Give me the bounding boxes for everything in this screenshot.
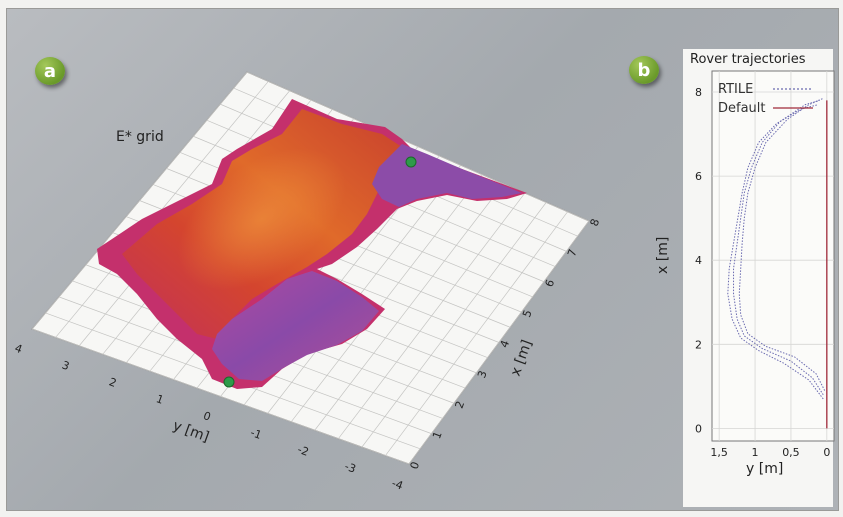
x-tick-label: 6 (543, 278, 558, 289)
x-axis-label: x [m] (508, 338, 536, 379)
trajectory-x-axis-label: x [m] (655, 237, 671, 274)
x-tick-label: 2 (453, 399, 468, 410)
goal-marker (405, 156, 417, 168)
trajectory-x-ticks: 0 2 4 6 8 (695, 86, 702, 435)
x-tick-label: 8 (588, 217, 603, 228)
legend-rtile-label: RTILE (718, 82, 753, 97)
y-tick-label: 1,5 (710, 446, 728, 459)
series-rtile (727, 104, 824, 400)
x-tick-label: 0 (695, 422, 702, 435)
trajectory-y-axis-label: y [m] (746, 461, 783, 477)
trajectory-plot-area (711, 70, 835, 442)
x-axis-ticks: 0 1 2 3 4 5 6 7 8 (408, 217, 603, 471)
y-tick-label: 1 (154, 392, 165, 407)
grid-line-x (31, 328, 410, 465)
legend: RTILE Default (718, 82, 813, 116)
x-tick-label: 4 (498, 339, 513, 350)
y-tick-label: 1 (752, 446, 759, 459)
x-tick-label: 7 (565, 247, 580, 258)
grid-label: E* grid (116, 129, 164, 145)
panel-b-plot: Rover trajectories RTILE Default 0 2 4 6 8 1… (655, 52, 835, 477)
panel-a-badge: a (35, 57, 65, 85)
y-tick-label: 0,5 (782, 446, 800, 459)
x-tick-label: 3 (475, 369, 490, 380)
cost-region-core (178, 148, 346, 290)
figure-svg: E* grid 4 3 2 1 0 -1 -2 -3 -4 0 1 2 3 4 5 6 7 8 y [m] x … (13, 52, 835, 493)
y-tick-label: 0 (201, 409, 212, 424)
figure-frame: E* grid 4 3 2 1 0 -1 -2 -3 -4 0 1 2 3 4 5 6 7 8 y [m] x … (6, 8, 839, 511)
y-tick-label: -4 (390, 477, 405, 493)
series-rtile (733, 99, 824, 396)
grid-line-x (246, 71, 590, 222)
x-tick-label: 0 (408, 460, 423, 471)
x-tick-label: 1 (430, 430, 445, 441)
y-tick-label: -2 (296, 443, 311, 459)
x-tick-label: 5 (520, 308, 535, 319)
series-rtile (738, 97, 826, 391)
x-tick-label: 6 (695, 170, 702, 183)
y-tick-label: -3 (343, 460, 358, 476)
x-tick-label: 8 (695, 86, 702, 99)
trajectory-y-ticks: 1,5 1 0,5 0 (710, 446, 830, 459)
y-tick-label: 3 (60, 358, 71, 373)
trajectory-title: Rover trajectories (690, 52, 806, 67)
y-tick-label: 0 (823, 446, 830, 459)
cost-region-purple-lower (212, 271, 379, 381)
y-axis-ticks: 4 3 2 1 0 -1 -2 -3 -4 (13, 342, 405, 493)
legend-default-label: Default (718, 101, 766, 116)
y-tick-label: 2 (107, 375, 118, 390)
start-marker (223, 376, 235, 388)
trajectory-series (727, 97, 828, 429)
x-tick-label: 2 (695, 338, 702, 351)
panel-b-badge: b (629, 56, 659, 84)
x-tick-label: 4 (695, 254, 702, 267)
y-tick-label: 4 (13, 342, 24, 357)
y-tick-label: -1 (249, 426, 264, 442)
